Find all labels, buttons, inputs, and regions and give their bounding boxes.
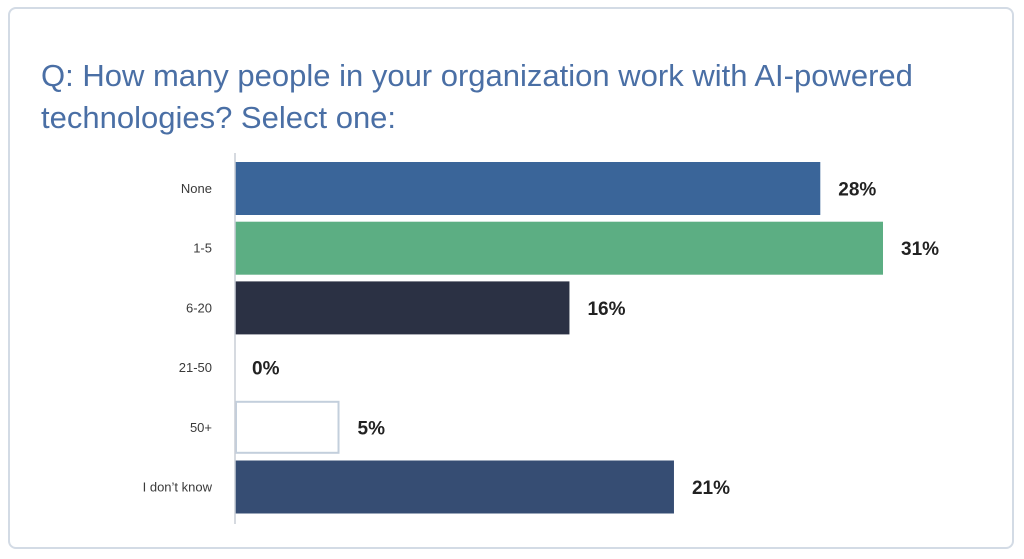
category-label: 1-5 [193, 241, 212, 256]
category-label: 50+ [190, 420, 212, 435]
bar-1 [235, 221, 883, 275]
bar-4 [235, 400, 340, 454]
value-label: 5% [358, 418, 386, 439]
value-label: 0% [252, 359, 280, 380]
chart-card [8, 7, 1014, 549]
category-label: 21-50 [179, 360, 212, 375]
chart-title: Q: How many people in your organization … [41, 58, 913, 135]
bars-group: None 28% 1-5 31% 6-20 16% 21-50 0% 50+ 5% I don’t … [143, 162, 939, 514]
category-label: None [181, 181, 212, 196]
value-label: 28% [838, 180, 876, 201]
value-label: 16% [587, 299, 625, 320]
category-label: 6-20 [186, 300, 212, 315]
value-label: 21% [692, 478, 730, 499]
bar-5 [235, 460, 674, 514]
bar-0 [235, 162, 821, 215]
bar-2 [235, 281, 570, 335]
category-label: I don’t know [143, 480, 213, 495]
value-label: 31% [901, 239, 939, 260]
